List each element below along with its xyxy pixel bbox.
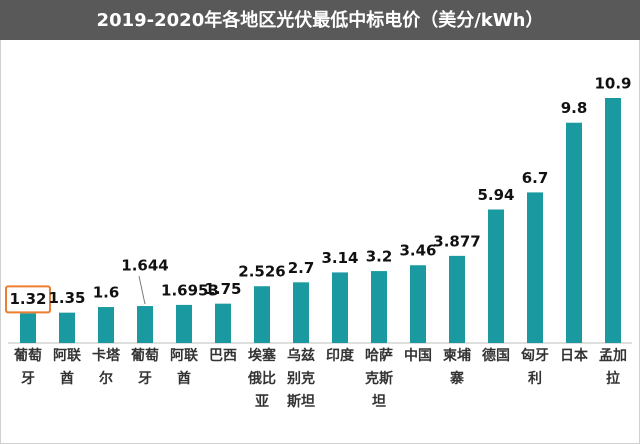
bar (410, 265, 426, 343)
x-tick-label: 中国 (404, 347, 432, 364)
bar (137, 306, 153, 343)
bar (449, 255, 465, 343)
value-label: 3.877 (433, 232, 480, 250)
x-tick-label: 匈牙利 (521, 347, 549, 387)
chart-title: 2019-2020年各地区光伏最低中标电价（美分/kWh） (97, 9, 544, 31)
value-label: 1.6953 (161, 281, 219, 299)
bar (98, 307, 114, 343)
bar (371, 271, 387, 343)
x-tick-label: 德国 (482, 347, 510, 364)
bar (332, 272, 348, 343)
bar (176, 304, 192, 343)
x-tick-label: 孟加拉 (599, 348, 627, 387)
bar (605, 98, 621, 343)
value-label: 1.35 (48, 289, 85, 307)
x-tick-label: 葡萄牙 (130, 347, 159, 387)
x-tick-label: 阿联酋 (170, 348, 199, 387)
bar (527, 192, 543, 343)
x-tick-label: 印度 (326, 347, 355, 364)
x-tick-label: 乌兹别克斯坦 (286, 347, 315, 410)
highlight-box (5, 285, 51, 314)
value-label: 1.6 (93, 284, 120, 302)
value-label: 3.46 (399, 242, 436, 260)
value-label: 1.75 (204, 280, 241, 298)
x-tick-label: 卡塔尔 (92, 347, 121, 387)
x-tick-label: 柬埔寨 (443, 347, 471, 387)
value-label: 10.9 (594, 75, 631, 93)
value-label: 2.526 (238, 263, 285, 281)
bar (254, 286, 270, 343)
bar (566, 122, 582, 344)
value-label: 3.14 (321, 249, 358, 267)
value-label: 1.32 (9, 290, 46, 308)
x-tick-label: 哈萨克斯坦 (365, 347, 393, 410)
x-tick-label: 葡萄牙 (13, 347, 42, 387)
bar (20, 313, 36, 343)
value-label: 3.2 (366, 248, 393, 266)
title-bar (0, 0, 640, 40)
value-label: 6.7 (522, 169, 549, 187)
value-label: 5.94 (477, 186, 514, 204)
value-label: 2.7 (288, 259, 315, 277)
bar (215, 303, 231, 343)
value-label: 9.8 (561, 99, 588, 117)
x-tick-label: 巴西 (209, 348, 237, 364)
bar (293, 282, 309, 343)
bar (488, 209, 504, 343)
x-tick-label: 阿联酋 (53, 348, 82, 387)
leader-line (138, 275, 146, 305)
x-tick-label: 日本 (560, 347, 589, 364)
bar (59, 312, 75, 343)
x-tick-label: 埃塞俄比亚 (247, 347, 277, 410)
value-label: 1.644 (121, 257, 168, 275)
